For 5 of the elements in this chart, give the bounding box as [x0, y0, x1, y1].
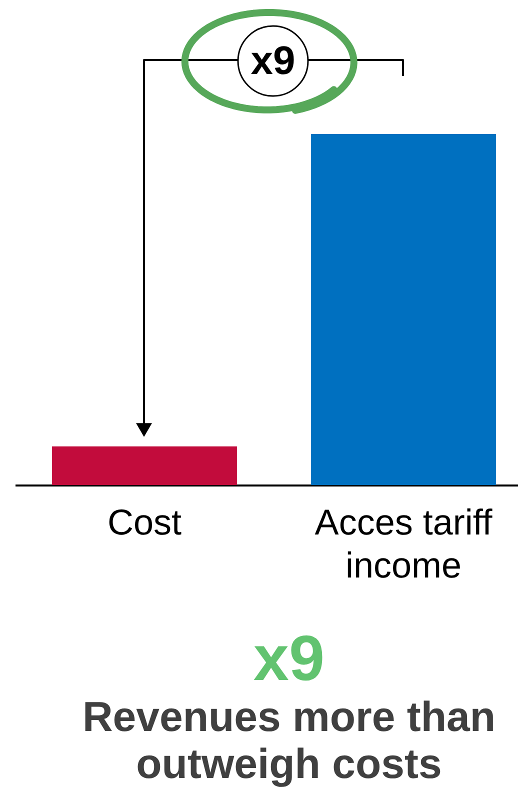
text: x9: [253, 622, 325, 694]
x-tick-label: Acces tariff income: [314, 502, 494, 586]
text: Revenues more than outweigh costs: [82, 693, 496, 787]
x-tick-label: Cost: [107, 502, 182, 542]
text: x9: [250, 39, 296, 83]
